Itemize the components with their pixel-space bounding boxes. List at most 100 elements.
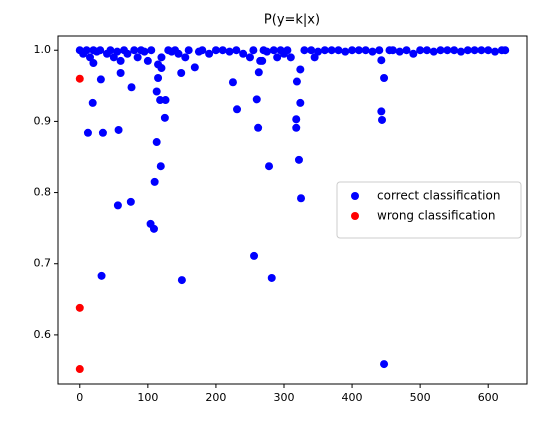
point	[75, 303, 84, 312]
point	[83, 128, 92, 137]
point	[154, 73, 163, 82]
point	[380, 360, 389, 369]
point	[310, 53, 319, 62]
point	[265, 162, 274, 171]
point	[300, 46, 309, 55]
point	[152, 87, 161, 96]
point	[320, 46, 329, 55]
point	[233, 105, 242, 114]
point	[283, 46, 292, 55]
point	[368, 47, 377, 56]
point	[106, 46, 115, 55]
point	[395, 47, 404, 56]
point	[354, 46, 363, 55]
point	[378, 115, 387, 124]
point	[388, 46, 397, 55]
point	[130, 46, 139, 55]
point	[88, 98, 97, 107]
point	[228, 78, 237, 87]
y-tick-label: 0.6	[34, 328, 52, 341]
point	[254, 123, 263, 132]
point	[286, 53, 295, 62]
point	[443, 46, 452, 55]
point	[249, 46, 258, 55]
point	[292, 115, 301, 124]
point	[296, 98, 305, 107]
point	[377, 56, 386, 65]
point	[225, 47, 234, 56]
point	[375, 46, 384, 55]
point	[198, 46, 207, 55]
point	[348, 46, 357, 55]
point	[258, 56, 267, 65]
legend-box	[336, 181, 522, 239]
point	[422, 46, 431, 55]
x-tick-label: 0	[76, 391, 83, 404]
point	[296, 65, 305, 74]
point	[116, 69, 125, 78]
point	[150, 177, 159, 186]
point	[334, 46, 343, 55]
legend-marker	[351, 212, 359, 220]
point	[470, 46, 479, 55]
point	[218, 46, 227, 55]
point	[140, 47, 149, 56]
point	[113, 201, 122, 210]
point	[113, 47, 122, 56]
x-tick-label: 600	[478, 391, 499, 404]
legend-marker	[351, 192, 359, 200]
point	[429, 47, 438, 56]
point	[97, 271, 106, 280]
point	[211, 46, 220, 55]
point	[402, 46, 411, 55]
y-tick-label: 0.8	[34, 186, 52, 199]
point	[75, 365, 84, 374]
point	[190, 63, 199, 72]
point	[75, 74, 84, 83]
point	[123, 49, 132, 58]
point	[409, 49, 418, 58]
chart-title: P(y=k|x)	[264, 13, 320, 28]
point	[456, 47, 465, 56]
point	[245, 53, 254, 62]
point	[436, 46, 445, 55]
point	[89, 59, 98, 68]
y-tick-label: 1.0	[34, 43, 52, 56]
point	[98, 128, 107, 137]
x-tick-label: 400	[342, 391, 363, 404]
point	[177, 69, 186, 78]
point	[254, 68, 263, 77]
point	[463, 46, 472, 55]
point	[152, 138, 161, 147]
point	[154, 60, 163, 69]
y-tick-label: 0.7	[34, 257, 52, 270]
point	[292, 123, 301, 132]
point	[96, 46, 105, 55]
point	[501, 46, 510, 55]
x-tick-label: 500	[410, 391, 431, 404]
point	[361, 46, 370, 55]
point	[262, 47, 271, 56]
point	[292, 77, 301, 86]
point	[184, 46, 193, 55]
point	[294, 155, 303, 164]
y-tick-label: 0.9	[34, 114, 52, 127]
point	[307, 46, 316, 55]
point	[177, 276, 186, 285]
point	[116, 56, 125, 65]
point	[147, 46, 156, 55]
legend-label: correct classification	[377, 189, 500, 203]
point	[181, 53, 190, 62]
point	[127, 83, 136, 92]
point	[157, 53, 166, 62]
point	[96, 75, 105, 84]
point	[133, 53, 142, 62]
point	[205, 49, 214, 58]
point	[297, 194, 306, 203]
point	[252, 95, 261, 104]
point	[477, 46, 486, 55]
point	[416, 46, 425, 55]
point	[174, 49, 183, 58]
point	[126, 197, 135, 206]
